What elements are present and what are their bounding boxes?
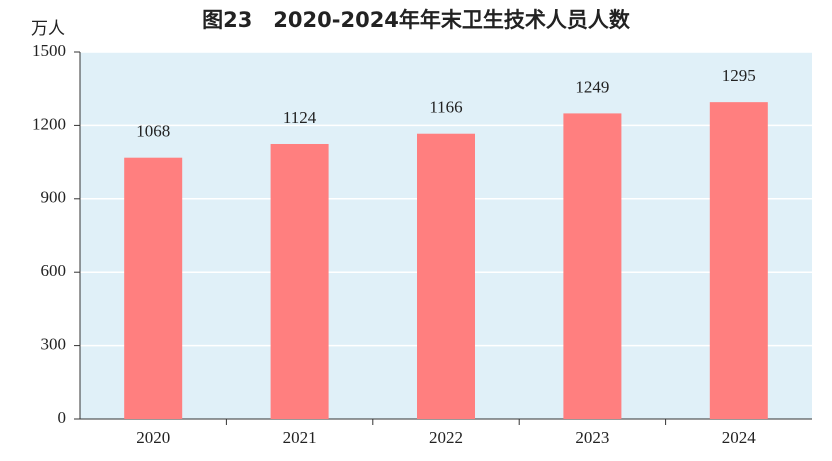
- y-tick-label: 0: [58, 408, 67, 427]
- bar: [417, 133, 475, 419]
- data-label: 1295: [722, 66, 756, 85]
- x-tick-label: 2020: [136, 428, 170, 447]
- bar: [709, 102, 768, 419]
- y-axis-label: 万人: [31, 19, 65, 38]
- y-tick-label: 900: [41, 188, 67, 207]
- x-tick-label: 2023: [575, 428, 609, 447]
- bar: [270, 143, 329, 419]
- x-tick-label: 2021: [283, 428, 317, 447]
- data-label: 1249: [575, 77, 609, 96]
- y-tick-label: 1500: [32, 41, 66, 60]
- bar: [563, 113, 622, 420]
- data-label: 1068: [136, 122, 170, 141]
- chart-title: 图23 2020-2024年年末卫生技术人员人数: [202, 8, 631, 32]
- x-tick-label: 2022: [429, 428, 463, 447]
- y-tick-label: 1200: [32, 114, 66, 133]
- data-label: 1166: [429, 98, 462, 117]
- y-tick-label: 300: [41, 335, 67, 354]
- y-tick-label: 600: [41, 261, 67, 280]
- x-tick-label: 2024: [722, 428, 757, 447]
- data-label: 1124: [283, 108, 317, 127]
- bar: [124, 157, 183, 420]
